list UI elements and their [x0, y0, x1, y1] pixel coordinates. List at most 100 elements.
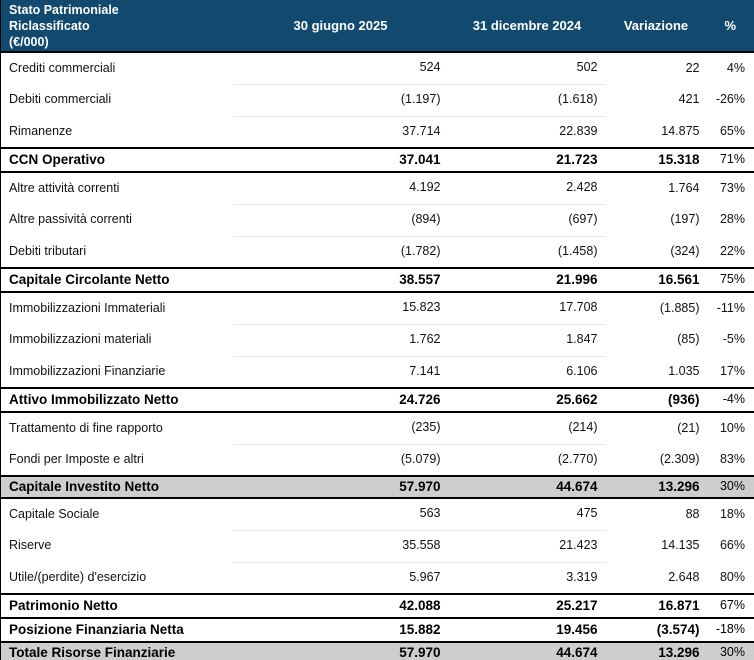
value-31-dicembre-2024: 25.662 — [448, 387, 606, 413]
value-30-giugno-2025: 37.041 — [232, 147, 449, 173]
value-percent: 17% — [719, 363, 745, 378]
value-31-dicembre-2024: 21.996 — [448, 267, 606, 293]
value-variazione: (1.885) — [659, 300, 700, 315]
value-30-giugno-2025: 524 — [232, 52, 449, 85]
value-30-giugno-2025: 1.762 — [232, 324, 449, 357]
header-col-31-dicembre-2024: 31 dicembre 2024 — [448, 0, 606, 53]
value-percent: 18% — [719, 506, 745, 521]
table-row: Debiti tributari (1.782) (1.458) (324) 22% — [1, 236, 754, 269]
value-percent: 22% — [719, 243, 745, 258]
value-variazione: (85) — [677, 332, 700, 347]
value-31-dicembre-2024: (214) — [448, 412, 606, 445]
value-variazione: (2.309) — [659, 451, 700, 466]
table-row: Fondi per Imposte e altri (5.079) (2.770) (… — [1, 444, 754, 477]
value-31-dicembre-2024: 21.723 — [448, 147, 606, 173]
value-30-giugno-2025: 42.088 — [232, 593, 449, 619]
value-30-giugno-2025: (1.782) — [232, 236, 449, 269]
value-30-giugno-2025: (894) — [232, 204, 449, 237]
value-percent: 67% — [706, 593, 754, 619]
table-row: Capitale Investito Netto 57.970 44.674 13.2… — [0, 475, 754, 499]
value-31-dicembre-2024: 19.456 — [448, 617, 606, 643]
table-header: Stato Patrimoniale Riclassificato (€/000… — [0, 0, 754, 53]
value-31-dicembre-2024: 6.106 — [448, 356, 606, 389]
value-30-giugno-2025: 57.970 — [232, 641, 449, 660]
value-variazione: 16.561 — [605, 267, 707, 293]
value-percent: -5% — [722, 332, 745, 347]
value-percent: 75% — [706, 267, 754, 293]
value-percent: 30% — [706, 641, 754, 660]
value-31-dicembre-2024: 44.674 — [448, 475, 606, 499]
value-percent: -11% — [716, 300, 745, 315]
value-percent: -26% — [715, 92, 745, 107]
value-percent: 10% — [719, 420, 745, 435]
table-row: Patrimonio Netto 42.088 25.217 16.871 67% — [0, 593, 754, 619]
table-row: Posizione Finanziaria Netta 15.882 19.456(… — [0, 617, 754, 643]
value-variazione: 16.871 — [605, 593, 707, 619]
value-variazione: 1.035 — [668, 363, 700, 378]
table-row: Riserve 35.558 21.423 14.135 66% — [1, 530, 754, 563]
value-variazione: 13.296 — [605, 641, 707, 660]
value-30-giugno-2025: 37.714 — [232, 116, 449, 149]
row-label: Immobilizzazioni Finanziarie — [9, 363, 166, 378]
table-row: Attivo Immobilizzato Netto 24.726 25.662 (9… — [0, 387, 754, 413]
header-col-30-giugno-2025: 30 giugno 2025 — [232, 0, 449, 53]
value-30-giugno-2025: 7.141 — [232, 356, 449, 389]
row-label: Capitale Investito Netto — [0, 475, 233, 499]
row-label: Utile/(perdite) d'esercizio — [9, 569, 147, 584]
value-variazione: 22 — [685, 60, 700, 75]
row-label: Altre attività correnti — [9, 180, 120, 195]
value-variazione: 88 — [685, 506, 700, 521]
value-percent: 73% — [719, 180, 745, 195]
table-row: Capitale Sociale 563 475 88 18% — [1, 498, 754, 531]
row-label: Fondi per Imposte e altri — [9, 451, 144, 466]
value-30-giugno-2025: 15.823 — [232, 292, 449, 325]
value-31-dicembre-2024: 3.319 — [448, 562, 606, 595]
table-row: Rimanenze 37.714 22.839 14.875 65% — [1, 116, 754, 149]
row-label: Attivo Immobilizzato Netto — [0, 387, 233, 413]
value-percent: 66% — [719, 538, 745, 553]
row-label: Immobilizzazioni Immateriali — [9, 300, 166, 315]
value-variazione: (3.574) — [605, 617, 707, 643]
value-percent: 80% — [719, 569, 745, 584]
value-31-dicembre-2024: 2.428 — [448, 172, 606, 205]
value-percent: 71% — [706, 147, 754, 173]
table-row: Utile/(perdite) d'esercizio 5.967 3.319 2.6… — [1, 562, 754, 595]
value-31-dicembre-2024: 475 — [448, 498, 606, 531]
value-31-dicembre-2024: (1.458) — [448, 236, 606, 269]
value-31-dicembre-2024: 25.217 — [448, 593, 606, 619]
value-30-giugno-2025: 563 — [232, 498, 449, 531]
value-percent: 4% — [726, 60, 745, 75]
value-variazione: 421 — [678, 92, 700, 107]
value-percent: -18% — [706, 617, 754, 643]
value-variazione: 2.648 — [668, 569, 700, 584]
value-percent: 65% — [719, 123, 745, 138]
value-variazione: 15.318 — [605, 147, 707, 173]
value-31-dicembre-2024: 1.847 — [448, 324, 606, 357]
table-row: Debiti commerciali (1.197) (1.618) 421 -26% — [1, 84, 754, 117]
value-30-giugno-2025: 35.558 — [232, 530, 449, 563]
table-row: Totale Risorse Finanziarie 57.970 44.674 13… — [0, 641, 754, 660]
row-label: Trattamento di fine rapporto — [9, 420, 163, 435]
row-label: Debiti commerciali — [9, 92, 112, 107]
value-30-giugno-2025: (5.079) — [232, 444, 449, 477]
row-label: Posizione Finanziaria Netta — [0, 617, 233, 643]
value-31-dicembre-2024: 17.708 — [448, 292, 606, 325]
value-30-giugno-2025: (235) — [232, 412, 449, 445]
value-30-giugno-2025: 4.192 — [232, 172, 449, 205]
table-row: Immobilizzazioni Immateriali 15.823 17.708… — [1, 292, 754, 325]
row-label: Rimanenze — [9, 123, 73, 138]
table-row: Altre passività correnti (894) (697) (197) 2… — [1, 204, 754, 237]
value-31-dicembre-2024: (697) — [448, 204, 606, 237]
row-label: Altre passività correnti — [9, 212, 132, 227]
value-variazione: (324) — [670, 243, 700, 258]
value-percent: 30% — [706, 475, 754, 499]
value-30-giugno-2025: 38.557 — [232, 267, 449, 293]
table-row: CCN Operativo 37.041 21.723 15.318 71% — [0, 147, 754, 173]
table-row: Immobilizzazioni materiali 1.762 1.847 (85)… — [1, 324, 754, 357]
header-col-percent: % — [706, 0, 754, 53]
row-label: Debiti tributari — [9, 243, 87, 258]
header-row: Stato Patrimoniale Riclassificato (€/000… — [0, 0, 754, 53]
table-row: Trattamento di fine rapporto (235) (214) (2… — [1, 412, 754, 445]
value-variazione: 14.875 — [661, 123, 700, 138]
value-30-giugno-2025: (1.197) — [232, 84, 449, 117]
